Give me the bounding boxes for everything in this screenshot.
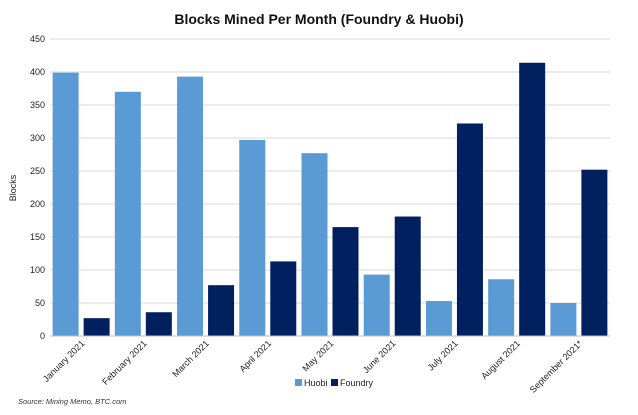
gridlines — [50, 38, 610, 304]
bar-huobi-4 — [239, 139, 266, 336]
bar-huobi-1 — [52, 72, 79, 336]
y-tick-label: 450 — [30, 34, 45, 44]
bar-huobi-3 — [177, 76, 204, 337]
bar-huobi-9 — [550, 303, 577, 336]
bar-huobi-6 — [363, 274, 390, 336]
y-tick-label: 50 — [35, 298, 45, 308]
chart-title: Blocks Mined Per Month (Foundry & Huobi) — [174, 11, 463, 27]
y-tick-label: 150 — [30, 232, 45, 242]
bar-huobi-7 — [425, 301, 452, 336]
y-tick-label: 250 — [30, 166, 45, 176]
x-tick-label: May 2021 — [300, 338, 335, 373]
bar-foundry-4 — [270, 261, 297, 336]
x-tick-label: March 2021 — [170, 338, 211, 379]
x-tick-label: April 2021 — [237, 338, 273, 374]
bar-huobi-5 — [301, 153, 328, 336]
y-tick-label: 300 — [30, 133, 45, 143]
x-tick-label: June 2021 — [361, 338, 398, 375]
x-tick-label: July 2021 — [426, 338, 460, 372]
bar-huobi-2 — [114, 91, 141, 336]
legend-swatch-huobi — [295, 379, 302, 386]
bar-foundry-6 — [394, 216, 421, 336]
y-tick-label: 0 — [40, 331, 45, 341]
bar-foundry-3 — [208, 285, 235, 336]
legend-label-foundry: Foundry — [340, 378, 374, 388]
y-tick-label: 350 — [30, 100, 45, 110]
x-tick-label: September 2021* — [528, 338, 585, 395]
bar-foundry-9 — [581, 169, 608, 336]
y-tick-label: 200 — [30, 199, 45, 209]
x-tick-label: February 2021 — [100, 338, 148, 386]
bars — [52, 62, 608, 337]
bar-foundry-7 — [456, 123, 483, 336]
bar-foundry-5 — [332, 227, 359, 336]
legend: Huobi Foundry — [295, 378, 374, 388]
x-tick-label: August 2021 — [479, 338, 522, 381]
x-tick-label: January 2021 — [41, 338, 87, 384]
y-tick-label: 100 — [30, 265, 45, 275]
bar-foundry-2 — [145, 312, 172, 336]
bar-foundry-8 — [519, 62, 546, 336]
bar-huobi-8 — [488, 279, 515, 336]
legend-label-huobi: Huobi — [304, 378, 328, 388]
y-tick-label: 400 — [30, 67, 45, 77]
y-axis-ticks: 0 50 100 150 200 250 300 350 400 450 — [30, 34, 45, 341]
bar-foundry-1 — [83, 318, 110, 336]
y-axis-label: Blocks — [8, 174, 18, 201]
source-note: Source: Mining Memo, BTC.com — [18, 397, 126, 406]
legend-swatch-foundry — [331, 379, 338, 386]
